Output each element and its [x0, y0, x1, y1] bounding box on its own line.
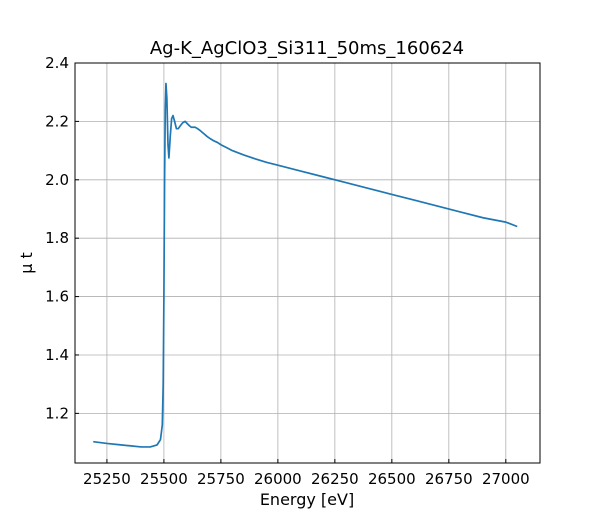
- x-tick-label: 26250: [311, 470, 359, 488]
- x-axis-label: Energy [eV]: [260, 490, 354, 509]
- y-tick-label: 1.8: [45, 229, 69, 247]
- x-tick-label: 25750: [197, 470, 245, 488]
- y-axis-label: μ t: [17, 252, 36, 274]
- y-tick-label: 1.2: [45, 404, 69, 422]
- plot-frame: [74, 62, 541, 464]
- chart-title: Ag-K_AgClO3_Si311_50ms_160624: [150, 38, 464, 59]
- x-tick-label: 27000: [482, 470, 530, 488]
- x-tick-label: 26750: [425, 470, 473, 488]
- series-group: [93, 82, 518, 448]
- y-tick-label: 2.0: [45, 171, 69, 189]
- series-line: [93, 82, 518, 448]
- x-tick-label: 26000: [254, 470, 302, 488]
- y-tick-label: 2.2: [45, 112, 69, 130]
- x-tick-label: 25500: [140, 470, 188, 488]
- y-tick-label: 1.6: [45, 288, 69, 306]
- y-tick-label: 2.4: [45, 54, 69, 72]
- ticks: 25250 25500 25750 26000 26250 26500 26750 27000…: [45, 54, 530, 488]
- y-tick-label: 1.4: [45, 346, 69, 364]
- x-tick-label: 26500: [368, 470, 416, 488]
- grid: [75, 62, 540, 463]
- x-tick-label: 25250: [83, 470, 131, 488]
